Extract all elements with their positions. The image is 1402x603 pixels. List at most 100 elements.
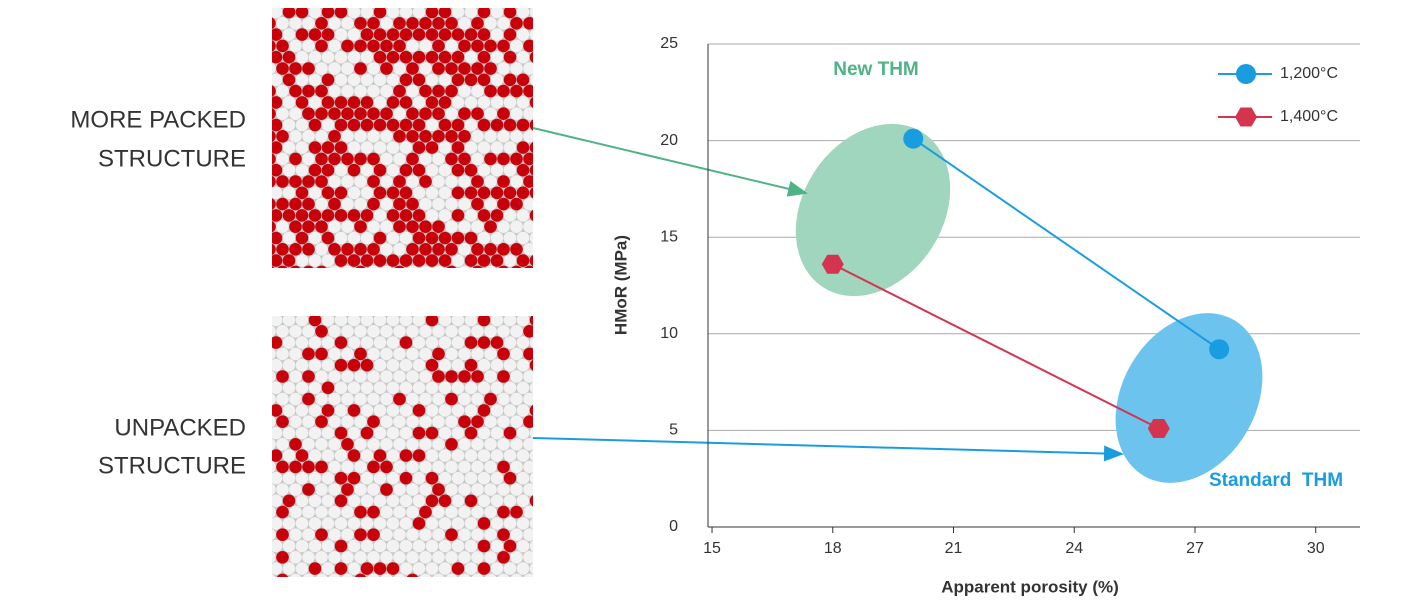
particle — [315, 438, 328, 451]
particle — [380, 551, 393, 564]
particle — [503, 517, 517, 530]
particle — [257, 495, 270, 508]
particle — [360, 471, 374, 485]
particle — [412, 96, 426, 109]
particle — [425, 494, 439, 508]
particle — [484, 175, 497, 188]
particle — [406, 130, 419, 143]
particle — [360, 336, 374, 349]
particle — [308, 426, 322, 440]
particle — [289, 483, 302, 496]
particle — [373, 118, 387, 132]
particle — [393, 84, 406, 98]
particle — [412, 231, 426, 245]
particle — [451, 471, 465, 485]
particle — [302, 175, 315, 188]
particle — [308, 163, 322, 177]
particle — [536, 175, 549, 188]
particle — [419, 392, 432, 406]
particle — [347, 381, 361, 395]
particle — [445, 483, 458, 496]
particle — [503, 186, 517, 200]
particle — [471, 220, 484, 233]
particle — [295, 517, 309, 530]
particle — [510, 39, 523, 53]
particle — [329, 265, 340, 268]
particle — [445, 84, 458, 98]
particle — [272, 336, 283, 349]
particle — [400, 277, 413, 290]
particle — [412, 50, 426, 64]
particle — [451, 118, 465, 132]
particle — [484, 528, 497, 541]
particle — [529, 164, 533, 176]
particle — [529, 51, 533, 63]
particle — [477, 494, 491, 508]
particle — [503, 209, 517, 222]
particle — [445, 505, 458, 519]
particle — [380, 62, 393, 75]
particle — [523, 573, 533, 577]
particle — [321, 50, 335, 64]
particle — [257, 449, 270, 462]
particle — [543, 540, 556, 553]
particle — [302, 62, 315, 75]
particle — [484, 551, 497, 564]
particle — [452, 277, 465, 290]
particle — [445, 573, 458, 577]
particle — [432, 84, 445, 98]
particle — [270, 277, 283, 290]
particle — [516, 73, 530, 87]
particle — [289, 39, 302, 53]
particle — [276, 438, 289, 451]
particle — [497, 505, 510, 519]
y-tick-label: 5 — [669, 422, 678, 439]
particle — [315, 17, 328, 30]
particle — [272, 266, 275, 268]
particle — [549, 175, 562, 188]
particle — [289, 573, 302, 577]
particle — [536, 325, 549, 338]
particle — [432, 438, 445, 451]
particle — [543, 6, 556, 19]
particle — [399, 28, 413, 41]
particle — [360, 426, 374, 440]
particle — [536, 348, 549, 361]
particle — [432, 17, 445, 30]
particle — [272, 8, 283, 19]
particle — [529, 119, 533, 131]
particle — [289, 197, 302, 211]
y-axis-title: HMoR (MPa) — [611, 235, 630, 335]
particle — [425, 316, 439, 327]
particle — [451, 231, 465, 245]
particle — [328, 460, 341, 474]
particle — [347, 8, 361, 19]
particle — [360, 96, 374, 109]
particle — [549, 574, 562, 587]
particle — [529, 255, 533, 267]
particle — [257, 209, 270, 222]
particle — [272, 40, 276, 52]
particle — [412, 517, 426, 530]
particle — [451, 381, 465, 395]
particle — [355, 265, 366, 268]
particle — [484, 130, 497, 143]
particle — [347, 254, 361, 267]
particle — [510, 197, 523, 211]
particle — [451, 8, 465, 19]
particle — [276, 130, 289, 143]
particle — [282, 404, 296, 417]
particle — [464, 209, 478, 222]
particle — [477, 336, 491, 349]
particle — [315, 551, 328, 564]
particle — [438, 118, 452, 132]
particle — [373, 381, 387, 395]
particle — [272, 243, 276, 256]
particle — [282, 539, 296, 553]
particle — [484, 39, 497, 53]
particle — [446, 265, 457, 268]
particle — [321, 358, 335, 372]
particle — [315, 528, 328, 541]
particle — [529, 337, 533, 349]
y-tick-label: 0 — [669, 518, 678, 535]
